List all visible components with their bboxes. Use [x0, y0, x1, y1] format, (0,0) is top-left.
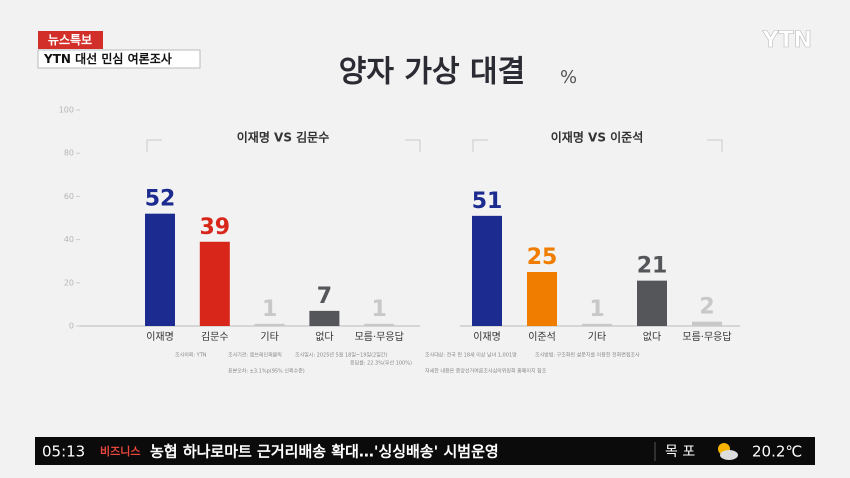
x-tick-label: 기타 [588, 331, 606, 343]
footnote: 조사대상: 전국 만 18세 이상 남녀 1,001명 [425, 352, 517, 359]
y-tick-label: 40 [64, 235, 74, 244]
y-tick-label: 60 [64, 192, 74, 201]
bracket [472, 139, 723, 152]
bracket [146, 139, 421, 152]
logo: YTN [762, 28, 812, 53]
brackets [146, 139, 723, 152]
bar [145, 213, 175, 326]
footnote: 응답률: 22.3%(무선 100%) [350, 360, 412, 367]
x-tick-label: 이재명 [473, 331, 501, 343]
x-tick-label: 기타 [260, 331, 278, 343]
footnote: 조사기관: 엠브레인퍼블릭 [228, 352, 282, 359]
program-box [37, 49, 201, 69]
ticker-time: 05:13 [42, 443, 85, 461]
value-label: 1 [262, 297, 277, 322]
chart-subtitle: 이재명 VS 이준석 [551, 130, 644, 145]
badge: 뉴스특보 [48, 32, 92, 47]
y-tick-label: 0 [69, 322, 74, 331]
bar [637, 280, 667, 326]
badge-box [38, 31, 103, 49]
bar [364, 323, 395, 326]
title: 양자 가상 대결 [339, 55, 526, 90]
bar [472, 215, 502, 326]
value-label: 51 [472, 189, 503, 214]
footnote: 조사일시: 2025년 5월 18일~19일(2일간) [295, 352, 387, 359]
footnote: 조사의뢰: YTN [175, 352, 207, 359]
footnote: 표본오차: ±3.1%p(95% 신뢰수준) [228, 368, 305, 375]
bar [527, 272, 557, 326]
ticker-section: 비즈니스 [100, 444, 140, 458]
bar [582, 323, 612, 326]
value-label: 52 [145, 187, 176, 212]
x-tick-label: 김문수 [201, 331, 229, 343]
ticker-headline: 농협 하나로마트 근거리배송 확대…'싱싱배송' 시범운영 [150, 443, 499, 461]
x-tick-label: 없다 [315, 330, 333, 343]
value-label: 2 [699, 295, 714, 320]
x-tick-label: 이준석 [528, 331, 556, 343]
ticker-bar [35, 437, 815, 465]
ticker-location: 목 포 [665, 444, 695, 460]
x-tick-label: 이재명 [146, 331, 174, 343]
bar [692, 321, 722, 326]
bar [254, 323, 285, 326]
bar [199, 241, 230, 326]
value-label: 25 [527, 245, 558, 270]
weather-cloud [720, 450, 738, 460]
footnote: 자세한 내용은 중앙선거여론조사심의위원회 홈페이지 참조 [425, 368, 547, 375]
y-tick-label: 20 [64, 278, 74, 287]
value-label: 1 [589, 297, 604, 322]
value-label: 39 [199, 215, 230, 240]
value-label: 21 [637, 254, 668, 279]
y-tick-label: 80 [64, 149, 74, 158]
x-tick-label: 모름·무응답 [355, 331, 404, 343]
value-label: 7 [317, 284, 332, 309]
chart-subtitle: 이재명 VS 김문수 [237, 130, 330, 145]
y-tick-label: 100 [59, 106, 74, 115]
x-tick-label: 모름·무응답 [682, 331, 731, 343]
bar [309, 310, 340, 326]
footnote: 조사방법: 구조화된 설문지를 이용한 전화면접조사 [535, 352, 640, 359]
x-tick-label: 없다 [643, 330, 661, 343]
program: YTN 대선 민심 여론조사 [43, 51, 172, 66]
unit: % [560, 67, 577, 88]
value-label: 1 [372, 297, 387, 322]
ticker-temperature: 20.2℃ [752, 443, 802, 461]
